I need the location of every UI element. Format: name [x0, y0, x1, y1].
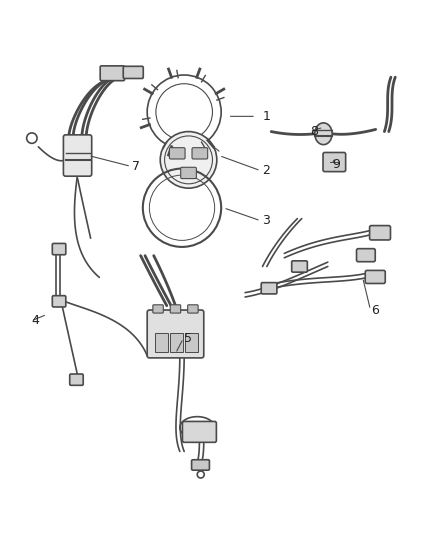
FancyBboxPatch shape [185, 333, 198, 352]
Text: 9: 9 [332, 158, 340, 171]
FancyBboxPatch shape [357, 249, 375, 262]
FancyBboxPatch shape [181, 167, 196, 179]
Text: 1: 1 [262, 110, 270, 123]
FancyBboxPatch shape [192, 148, 208, 159]
Text: 6: 6 [371, 303, 379, 317]
FancyBboxPatch shape [155, 333, 168, 352]
FancyBboxPatch shape [153, 305, 163, 313]
FancyBboxPatch shape [170, 333, 183, 352]
FancyBboxPatch shape [147, 310, 204, 358]
Text: 5: 5 [184, 332, 192, 345]
FancyBboxPatch shape [370, 225, 391, 240]
Ellipse shape [315, 123, 332, 144]
Text: 7: 7 [132, 160, 140, 173]
Text: 2: 2 [262, 164, 270, 177]
FancyBboxPatch shape [170, 305, 181, 313]
FancyBboxPatch shape [292, 261, 307, 272]
Text: 8: 8 [311, 125, 318, 138]
FancyBboxPatch shape [123, 66, 143, 78]
FancyBboxPatch shape [191, 460, 209, 470]
FancyBboxPatch shape [100, 66, 124, 80]
FancyBboxPatch shape [52, 296, 66, 307]
Text: 3: 3 [262, 214, 270, 227]
FancyBboxPatch shape [183, 422, 216, 442]
FancyBboxPatch shape [70, 374, 83, 385]
FancyBboxPatch shape [365, 270, 385, 284]
Circle shape [160, 132, 217, 188]
FancyBboxPatch shape [52, 244, 66, 255]
FancyBboxPatch shape [187, 305, 198, 313]
FancyBboxPatch shape [64, 135, 92, 176]
Text: 4: 4 [32, 314, 40, 327]
FancyBboxPatch shape [323, 152, 346, 172]
FancyBboxPatch shape [261, 282, 277, 294]
FancyBboxPatch shape [170, 148, 185, 159]
